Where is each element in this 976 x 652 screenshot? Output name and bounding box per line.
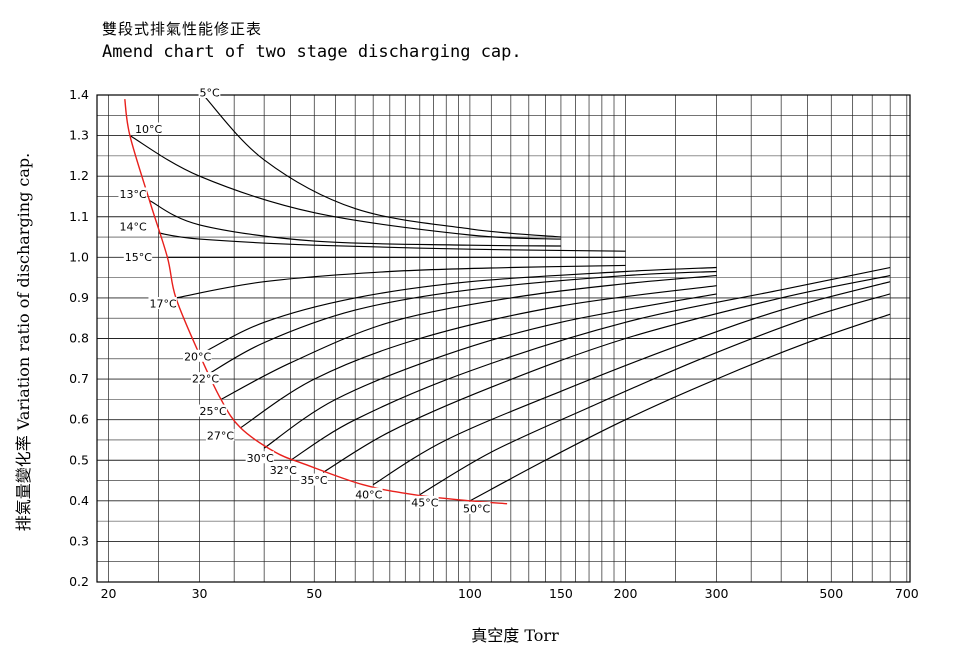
y-tick-label: 1.4: [69, 87, 89, 102]
series-label-bg: [354, 487, 383, 500]
series-line: [263, 293, 717, 449]
series-label: 32°C: [270, 464, 297, 477]
y-tick-label: 0.3: [69, 533, 89, 548]
x-tick-label: 20: [101, 586, 117, 601]
y-tick-label: 0.8: [69, 331, 89, 346]
series-line: [322, 275, 891, 473]
series-lines: [129, 94, 891, 502]
chart-title-chinese: 雙段式排氣性能修正表: [102, 20, 263, 38]
plot-frame: [96, 94, 911, 583]
series-label-bg: [148, 297, 177, 310]
series-label: 10°C: [135, 123, 162, 136]
series-label: 40°C: [355, 488, 382, 501]
series-line: [372, 281, 891, 486]
series-label: 27°C: [207, 429, 234, 442]
series-line: [240, 285, 717, 429]
y-tick-label: 0.6: [69, 412, 89, 427]
series-line: [220, 275, 717, 400]
y-tick-label: 0.2: [69, 574, 89, 589]
series-label: 13°C: [119, 188, 146, 201]
series-label: 25°C: [200, 405, 227, 418]
x-tick-label: 500: [819, 586, 843, 601]
series-line: [469, 313, 891, 502]
series-label-bg: [198, 86, 221, 98]
boundary-curve-group: [124, 99, 508, 505]
series-label-bg: [198, 404, 227, 417]
series-label-bg: [133, 122, 163, 135]
series-label-bg: [299, 473, 328, 486]
y-tick-label: 1.0: [69, 249, 89, 264]
series-line: [175, 264, 626, 299]
series-label-bg: [268, 463, 298, 476]
series-label-bg: [245, 451, 275, 464]
x-tick-label: 200: [614, 586, 638, 601]
grid: [96, 94, 911, 583]
series-label: 45°C: [411, 496, 438, 509]
series-line: [206, 270, 717, 376]
series-label: 35°C: [300, 474, 327, 487]
series-label: 20°C: [184, 350, 211, 363]
series-label: 17°C: [149, 298, 176, 311]
y-tick-label: 1.2: [69, 168, 89, 183]
series-label: 5°C: [200, 87, 220, 100]
series-line: [419, 293, 891, 496]
y-tick-label: 1.3: [69, 128, 89, 143]
series-label-bg: [190, 372, 220, 385]
chart-title: Amend chart of two stage discharging cap…: [102, 42, 522, 62]
series-line: [199, 266, 717, 356]
x-tick-label: 50: [306, 586, 322, 601]
series-label: 15°C: [125, 251, 152, 264]
series-label: 22°C: [192, 373, 219, 386]
series-line: [149, 199, 561, 247]
series-label: 30°C: [247, 452, 274, 465]
series-line: [290, 266, 891, 461]
series-label-bg: [205, 428, 235, 441]
series-labels: 5°C 10°C 13°C 14°C 15°C 17°C 20°C 22°C 25°C 27°C 3…: [118, 86, 491, 515]
y-tick-label: 0.5: [69, 452, 89, 467]
x-axis-label-wrap: 真空度 Torr: [0, 622, 976, 646]
x-tick-label: 150: [549, 586, 573, 601]
series-label-bg: [123, 250, 153, 263]
series-label-bg: [410, 495, 439, 508]
x-tick-label: 300: [705, 586, 729, 601]
y-ticks: 0.2 0.3 0.4 0.5 0.6 0.7 0.8 0.9 1.0 1.1 1.2 1.3 1.4: [69, 87, 89, 589]
y-tick-label: 1.1: [69, 209, 89, 224]
series-label-bg: [118, 219, 147, 232]
series-label: 14°C: [119, 220, 146, 233]
y-tick-label: 0.4: [69, 493, 89, 508]
x-ticks: 20 30 50 100 150 200 300 500 700: [101, 586, 919, 601]
x-tick-label: 100: [458, 586, 482, 601]
series-label-bg: [118, 187, 147, 200]
x-axis-label: 真空度 Torr: [471, 626, 559, 645]
y-tick-label: 0.7: [69, 371, 89, 386]
series-line: [202, 94, 561, 238]
series-line: [158, 232, 626, 252]
x-tick-label: 700: [895, 586, 919, 601]
series-line: [129, 135, 561, 240]
boundary-curve: [124, 99, 508, 505]
x-tick-label: 30: [192, 586, 208, 601]
series-label-bg: [183, 349, 212, 362]
series-label-bg: [462, 501, 491, 514]
y-tick-label: 0.9: [69, 290, 89, 305]
series-label: 50°C: [463, 502, 490, 515]
